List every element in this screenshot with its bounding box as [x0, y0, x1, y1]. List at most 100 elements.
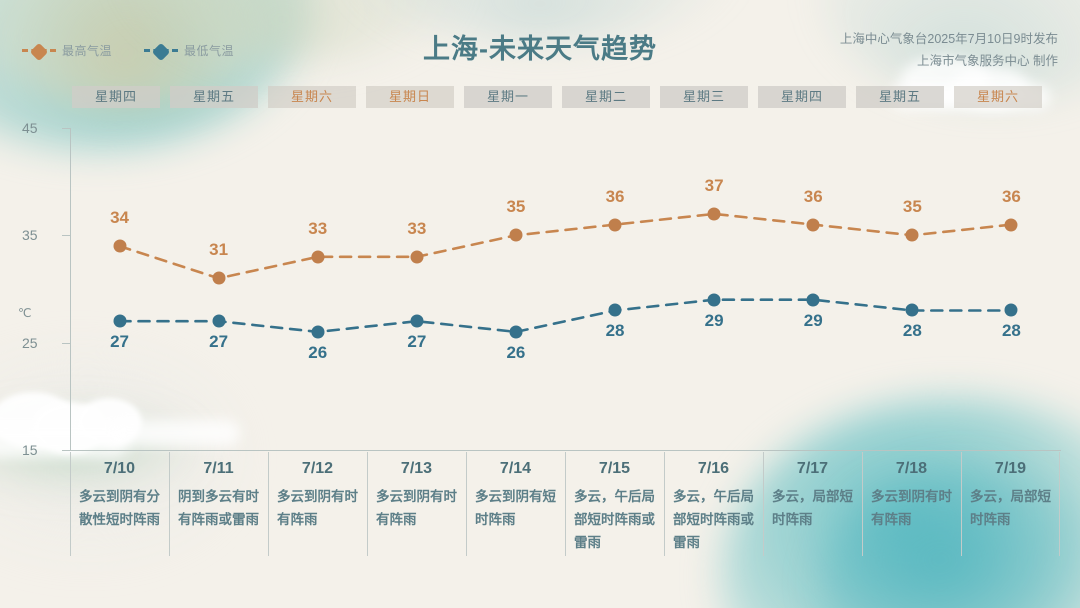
forecast-description: 多云到阴有时有阵雨 — [277, 489, 358, 527]
y-axis-tick-mark — [62, 450, 71, 451]
cell-divider — [763, 452, 764, 556]
low-temp-point — [608, 303, 622, 317]
forecast-table: 7/10 多云到阴有分散性短时阵雨 7/11 阴到多云有时有阵雨或雷雨 7/12 多云到阴… — [70, 452, 1060, 608]
page-title: 上海-未来天气趋势 — [423, 34, 657, 64]
weekday-chip[interactable]: 星期二 — [562, 86, 650, 108]
high-temp-point — [1004, 218, 1018, 232]
forecast-cell[interactable]: 7/14 多云到阴有短时阵雨 — [466, 452, 565, 608]
attribution-issue-line: 上海中心气象台2025年7月10日9时发布 — [839, 32, 1058, 46]
forecast-date: 7/15 — [598, 460, 631, 477]
high-temp-point — [212, 271, 226, 285]
forecast-cell[interactable]: 7/11 阴到多云有时有阵雨或雷雨 — [169, 452, 268, 608]
legend-swatch-low — [144, 42, 179, 62]
forecast-description: 多云，局部短时阵雨 — [970, 489, 1051, 527]
high-temp-value: 33 — [308, 218, 328, 238]
high-temp-point — [608, 218, 622, 232]
forecast-cell[interactable]: 7/19 多云，局部短时阵雨 — [961, 452, 1060, 608]
weekday-chip[interactable]: 星期五 — [856, 86, 944, 108]
forecast-description: 多云到阴有时有阵雨 — [376, 489, 457, 527]
cell-divider — [367, 452, 368, 556]
y-axis-tick-label: 35 — [22, 227, 38, 244]
y-axis-tick-mark — [62, 128, 71, 129]
low-temp-value: 28 — [1001, 321, 1021, 341]
forecast-description: 阴到多云有时有阵雨或雷雨 — [178, 489, 259, 527]
legend-item-low: 最低气温 — [144, 42, 235, 62]
high-temp-line — [118, 212, 1013, 280]
high-temp-value: 36 — [1001, 186, 1021, 206]
forecast-date: 7/18 — [895, 460, 928, 477]
forecast-description: 多云到阴有分散性短时阵雨 — [79, 489, 160, 527]
forecast-cell[interactable]: 7/18 多云到阴有时有阵雨 — [862, 452, 961, 608]
high-temp-value: 35 — [902, 197, 922, 217]
low-temp-point — [113, 314, 127, 328]
forecast-cell[interactable]: 7/16 多云，午后局部短时阵雨或雷雨 — [664, 452, 763, 608]
y-axis-tick-mark — [62, 342, 71, 344]
forecast-description: 多云，午后局部短时阵雨或雷雨 — [673, 489, 754, 550]
low-temp-point — [707, 293, 721, 307]
cell-divider — [169, 452, 170, 556]
forecast-description: 多云到阴有短时阵雨 — [475, 489, 556, 527]
low-temp-point — [509, 325, 523, 339]
y-axis-tick-mark — [62, 235, 71, 237]
forecast-cell[interactable]: 7/17 多云，局部短时阵雨 — [763, 452, 862, 608]
y-axis-tick-label: 45 — [22, 120, 38, 136]
forecast-date: 7/16 — [697, 460, 730, 477]
forecast-date: 7/12 — [301, 460, 334, 477]
low-temp-value: 27 — [209, 332, 229, 352]
low-temp-point — [212, 314, 226, 328]
high-temp-value: 35 — [506, 197, 526, 217]
weekday-chip[interactable]: 星期一 — [464, 86, 552, 108]
weekday-chip[interactable]: 星期六 — [954, 86, 1042, 108]
weekday-chip[interactable]: 星期三 — [660, 86, 748, 108]
weekday-chip[interactable]: 星期四 — [72, 86, 160, 108]
low-temp-value: 28 — [605, 321, 625, 341]
forecast-date: 7/11 — [203, 460, 234, 477]
high-temp-point — [707, 207, 721, 221]
forecast-cell[interactable]: 7/10 多云到阴有分散性短时阵雨 — [70, 452, 169, 608]
low-temp-value: 29 — [704, 310, 724, 330]
forecast-description: 多云到阴有时有阵雨 — [871, 489, 952, 527]
high-temp-point — [113, 239, 127, 253]
low-temp-value: 29 — [803, 310, 823, 330]
legend-item-high: 最高气温 — [22, 42, 113, 62]
legend-swatch-high — [22, 42, 56, 62]
forecast-cell[interactable]: 7/13 多云到阴有时有阵雨 — [367, 452, 466, 608]
attribution: 上海中心气象台2025年7月10日9时发布 上海市气象服务中心 制作 — [840, 28, 1058, 72]
low-temp-point — [311, 325, 325, 339]
low-temp-point — [1004, 303, 1018, 317]
weekday-chip[interactable]: 星期四 — [758, 86, 846, 108]
high-temp-point — [311, 250, 325, 264]
weekday-chip[interactable]: 星期六 — [268, 86, 356, 108]
low-temp-value: 28 — [902, 321, 922, 341]
high-temp-point — [905, 228, 919, 242]
high-temp-value: 36 — [605, 186, 625, 206]
legend-label-high: 最高气温 — [62, 44, 113, 58]
low-temp-value: 27 — [407, 332, 427, 352]
low-temp-point — [410, 314, 424, 328]
high-temp-value: 36 — [803, 186, 823, 206]
low-temp-value: 26 — [308, 342, 328, 362]
high-temp-point — [806, 218, 820, 232]
chart-plot-area: 34 31 33 33 35 36 37 36 35 36 27 27 26 27 26 28 29 29 28 28 — [70, 128, 1061, 450]
y-axis-unit-label: ℃ — [18, 306, 32, 320]
cell-divider — [70, 452, 71, 556]
forecast-date: 7/19 — [994, 460, 1027, 477]
y-axis-tick-label: 25 — [22, 334, 38, 351]
weekday-chip[interactable]: 星期日 — [366, 86, 454, 108]
forecast-cell[interactable]: 7/12 多云到阴有时有阵雨 — [268, 452, 367, 608]
weekday-chip[interactable]: 星期五 — [170, 86, 258, 108]
high-temp-point — [509, 228, 523, 242]
low-temp-point — [806, 293, 820, 307]
attribution-producer-line: 上海市气象服务中心 制作 — [917, 54, 1058, 68]
y-axis-line — [70, 128, 71, 450]
forecast-date: 7/14 — [499, 460, 532, 477]
legend-label-low: 最低气温 — [184, 44, 235, 58]
forecast-description: 多云，局部短时阵雨 — [772, 489, 853, 527]
cell-divider — [268, 452, 269, 556]
low-temp-line — [118, 298, 1013, 334]
weekday-bar: 星期四 星期五 星期六 星期日 星期一 星期二 星期三 星期四 星期五 星期六 — [72, 86, 1058, 108]
forecast-cell[interactable]: 7/15 多云，午后局部短时阵雨或雷雨 — [565, 452, 664, 608]
chart-series-lines — [118, 212, 1013, 334]
forecast-date: 7/10 — [103, 460, 136, 477]
